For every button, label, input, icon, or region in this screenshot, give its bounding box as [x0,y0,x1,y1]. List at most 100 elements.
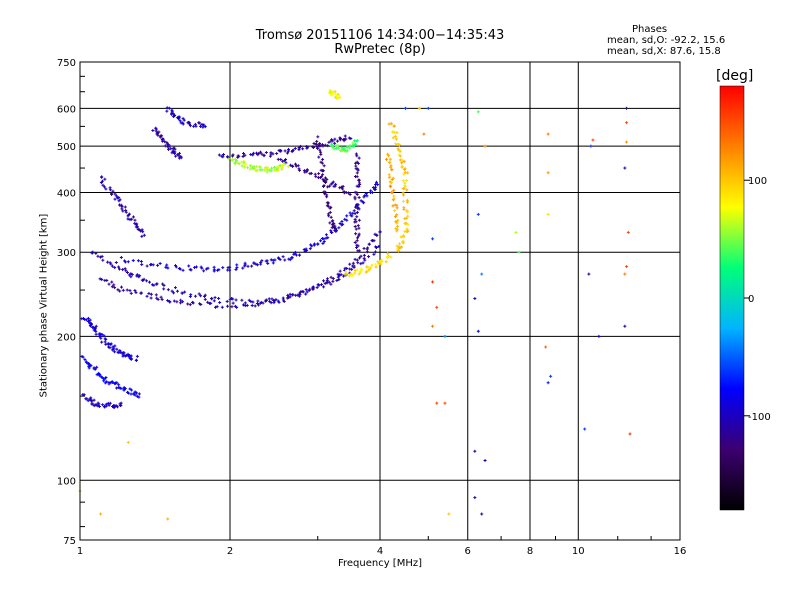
trace-point [127,273,131,277]
trace-point [401,187,405,191]
trace-point [321,169,325,173]
axis-ticks: 1 2 4 6 8 10 16 75 100 200 300 400 500 600 750 [57,58,686,557]
trace-point [188,303,192,307]
scatter-point [99,512,103,516]
trace-point [265,259,269,263]
colorbar-unit-label: [deg] [716,68,754,84]
trace-point [129,275,133,279]
trace-point [395,206,399,210]
trace-point [335,139,339,143]
trace-point [103,340,107,344]
trace-point [193,265,197,269]
trace-point [182,118,186,122]
trace-point [123,387,127,391]
trace-point [133,218,137,222]
trace-point [206,300,210,304]
trace-point [266,261,270,265]
trace-point [319,175,323,179]
y-tick-label: 75 [63,536,76,547]
trace-point [391,136,395,140]
trace-point [100,278,104,282]
trace-point [257,303,261,307]
trace-point [139,229,143,233]
trace-point [140,278,144,282]
trace-point [345,214,349,218]
trace-point [387,122,391,126]
trace-point [312,242,316,246]
trace-point [118,198,122,202]
plot-frame [79,61,681,541]
trace-point [322,240,326,244]
trace-point [329,275,333,279]
trace-point [365,250,369,254]
trace-point [213,296,217,300]
trace-point [343,272,347,276]
scatter-point [443,401,447,405]
trace-point [190,300,194,304]
trace-point [324,233,328,237]
trace-point [109,262,113,266]
trace-point [94,326,98,330]
trace-point [354,161,358,165]
trace-point [367,255,371,259]
trace-point [125,353,129,357]
trace-point [294,253,298,257]
trace-point [340,219,344,223]
trace-point [270,297,274,301]
trace-point [100,376,104,380]
trace-point [140,228,144,232]
trace-point [281,255,285,259]
trace-point [345,145,349,149]
trace-point [403,168,407,172]
trace-point [327,214,331,218]
trace-point [354,167,358,171]
trace-point [260,259,264,263]
trace-point [131,259,135,263]
trace-point [265,166,269,170]
trace-point [321,184,325,188]
trace-point [402,207,406,211]
trace-point [287,147,291,151]
trace-point [163,144,167,148]
trace-point [108,188,112,192]
trace-point [108,346,112,350]
trace-point [135,394,139,398]
trace-point [199,294,203,298]
trace-point [396,224,400,228]
trace-point [220,154,224,158]
trace-point [101,179,105,183]
trace-point [139,291,143,295]
trace-point [248,167,252,171]
trace-point [357,234,361,238]
scatter-point [480,272,484,276]
trace-point [304,292,308,296]
trace-point [343,134,347,138]
trace-point [103,377,107,381]
trace-point [88,318,92,322]
trace-point [100,332,104,336]
trace-point [256,299,260,303]
trace-point [260,168,264,172]
trace-point [210,297,214,301]
trace-point [151,129,155,133]
trace-point [118,289,122,293]
data-marks [78,89,632,521]
trace-point [305,290,309,294]
trace-point [198,302,202,306]
trace-point [123,267,127,271]
trace-point [402,172,406,176]
trace-point [133,289,137,293]
trace-point [355,154,359,158]
trace-point [117,267,121,271]
trace-point [101,403,105,407]
scatter-point [583,427,587,431]
trace-point [333,89,337,93]
trace-point [405,178,409,182]
scatter-point [597,334,601,338]
scatter-point [549,374,553,378]
trace-point [405,230,409,234]
trace-point [123,260,127,264]
trace-point [243,153,247,157]
trace-point [171,149,175,153]
trace-point [118,349,122,353]
